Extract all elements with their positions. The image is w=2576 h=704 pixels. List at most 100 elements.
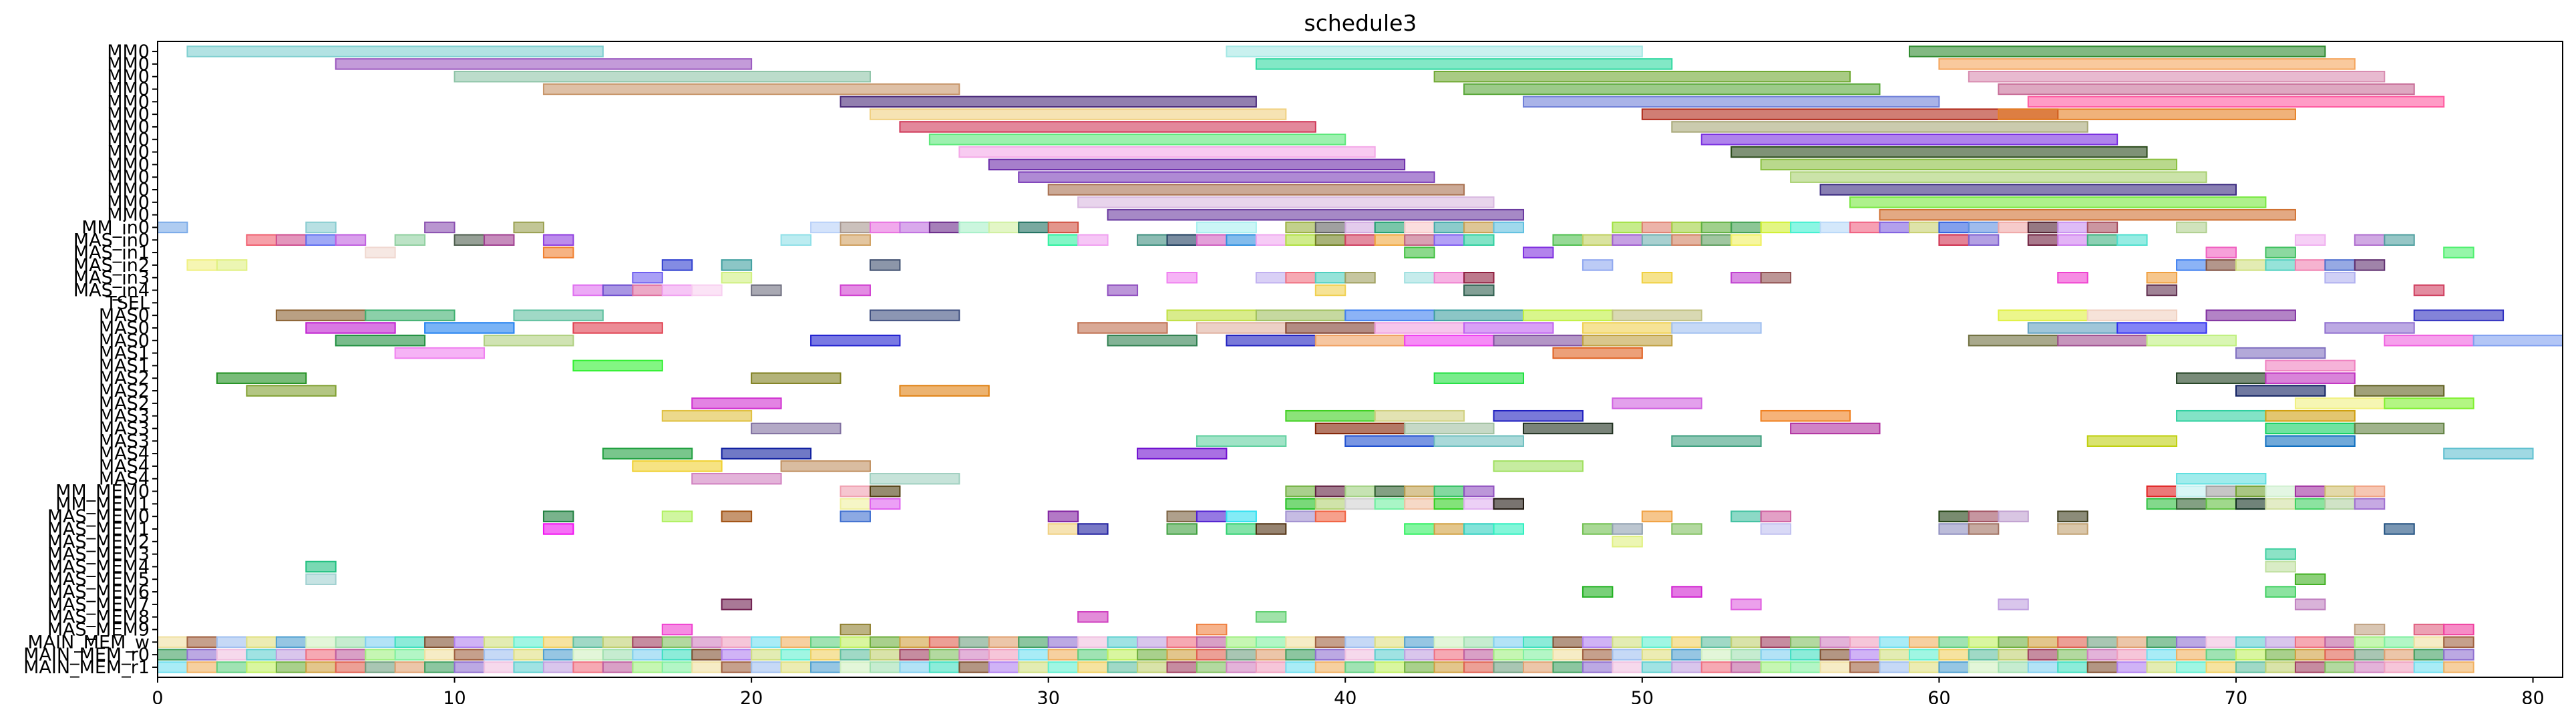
gantt-bar — [1433, 435, 1525, 448]
gantt-bar — [2265, 485, 2296, 498]
gantt-bar — [1433, 271, 1465, 284]
gantt-bar — [2265, 560, 2296, 573]
gantt-bar — [840, 485, 871, 498]
gantt-bar — [2117, 322, 2207, 334]
gantt-bar — [751, 372, 842, 384]
gantt-bar — [275, 234, 307, 246]
gantt-bar — [661, 409, 753, 422]
gantt-bar — [1938, 661, 1970, 673]
gantt-bar — [810, 636, 842, 649]
gantt-bar — [1760, 158, 2178, 171]
gantt-bar — [513, 636, 544, 649]
gantt-bar — [453, 636, 486, 649]
gantt-bar — [1107, 636, 1139, 649]
gantt-bar — [1582, 259, 1614, 271]
gantt-bar — [691, 397, 782, 409]
y-tick-label: MM0 — [107, 54, 150, 75]
gantt-bar — [1374, 661, 1406, 673]
gantt-bar — [2443, 246, 2474, 258]
gantt-bar — [1463, 636, 1495, 649]
gantt-bar — [1285, 649, 1316, 661]
gantt-bar — [1314, 510, 1346, 522]
gantt-bar — [2235, 385, 2326, 397]
gantt-bar — [2086, 234, 2119, 246]
gantt-bar — [2176, 372, 2267, 384]
gantt-bar — [2384, 523, 2415, 535]
gantt-bar — [305, 661, 337, 673]
gantt-bar — [1226, 335, 1316, 347]
y-tick-label: MM_MEM1 — [55, 494, 150, 514]
gantt-bar — [2205, 309, 2296, 321]
gantt-bar — [216, 372, 307, 384]
gantt-bar — [1077, 649, 1109, 661]
gantt-bar — [1819, 661, 1851, 673]
gantt-bar — [958, 649, 990, 661]
y-tick-label: MM0 — [107, 154, 150, 175]
gantt-bar — [1314, 498, 1346, 510]
gantt-bar — [2265, 259, 2296, 271]
gantt-bar — [1582, 661, 1614, 673]
gantt-bar — [1582, 234, 1614, 246]
gantt-bar — [1047, 234, 1079, 246]
gantt-bar — [424, 322, 515, 334]
gantt-bar — [1790, 661, 1821, 673]
gantt-bar — [1226, 510, 1257, 522]
gantt-bar — [1582, 523, 1614, 535]
gantt-bar — [721, 259, 753, 271]
gantt-bar — [1255, 309, 1346, 321]
gantt-bar — [1671, 322, 1762, 334]
gantt-bar — [1790, 221, 1821, 234]
y-tick-label: MAS2 — [99, 381, 150, 401]
gantt-bar — [691, 636, 723, 649]
gantt-bar — [1998, 83, 2415, 96]
gantt-bar — [2265, 372, 2356, 384]
gantt-bar — [2057, 335, 2148, 347]
gantt-bar — [751, 422, 842, 435]
gantt-bar — [1760, 661, 1792, 673]
gantt-bar — [542, 234, 574, 246]
gantt-bar — [513, 661, 544, 673]
gantt-bar — [1195, 221, 1257, 234]
gantt-bar — [1285, 485, 1316, 498]
gantt-bar — [810, 649, 842, 661]
y-tick-label: MM0 — [107, 142, 150, 163]
gantt-bar — [661, 510, 693, 522]
gantt-bar — [157, 636, 188, 649]
gantt-bar — [2176, 649, 2207, 661]
gantt-bar — [2324, 661, 2356, 673]
gantt-bar — [1998, 649, 2029, 661]
gantt-bar — [1404, 523, 1435, 535]
gantt-bar — [1018, 649, 1049, 661]
gantt-bar — [1730, 234, 1762, 246]
gantt-bar — [305, 573, 337, 585]
gantt-bar — [1344, 271, 1376, 284]
gantt-bar — [2265, 246, 2296, 258]
gantt-bar — [2413, 284, 2445, 297]
y-tick-label: MM0 — [107, 79, 150, 100]
gantt-bar — [2176, 473, 2267, 485]
gantt-bar — [899, 636, 930, 649]
gantt-bar — [2354, 485, 2386, 498]
gantt-bar — [365, 661, 396, 673]
gantt-bar — [2324, 636, 2356, 649]
gantt-bar — [2294, 234, 2326, 246]
gantt-bar — [1107, 649, 1139, 661]
gantt-bar — [958, 636, 990, 649]
gantt-bar — [2354, 385, 2445, 397]
gantt-bar — [869, 309, 960, 321]
gantt-bar — [2294, 661, 2326, 673]
gantt-bar — [2205, 498, 2237, 510]
gantt-bar — [542, 83, 960, 96]
gantt-bar — [1433, 661, 1465, 673]
gantt-bar — [1226, 661, 1257, 673]
gantt-bar — [2027, 221, 2059, 234]
gantt-bar — [958, 146, 1376, 158]
gantt-bar — [484, 649, 515, 661]
gantt-bar — [721, 636, 753, 649]
gantt-bar — [1255, 610, 1287, 623]
gantt-bar — [1641, 661, 1673, 673]
gantt-bar — [1760, 271, 1792, 284]
y-tick-label: MM0 — [107, 117, 150, 138]
gantt-bar — [1819, 649, 1851, 661]
